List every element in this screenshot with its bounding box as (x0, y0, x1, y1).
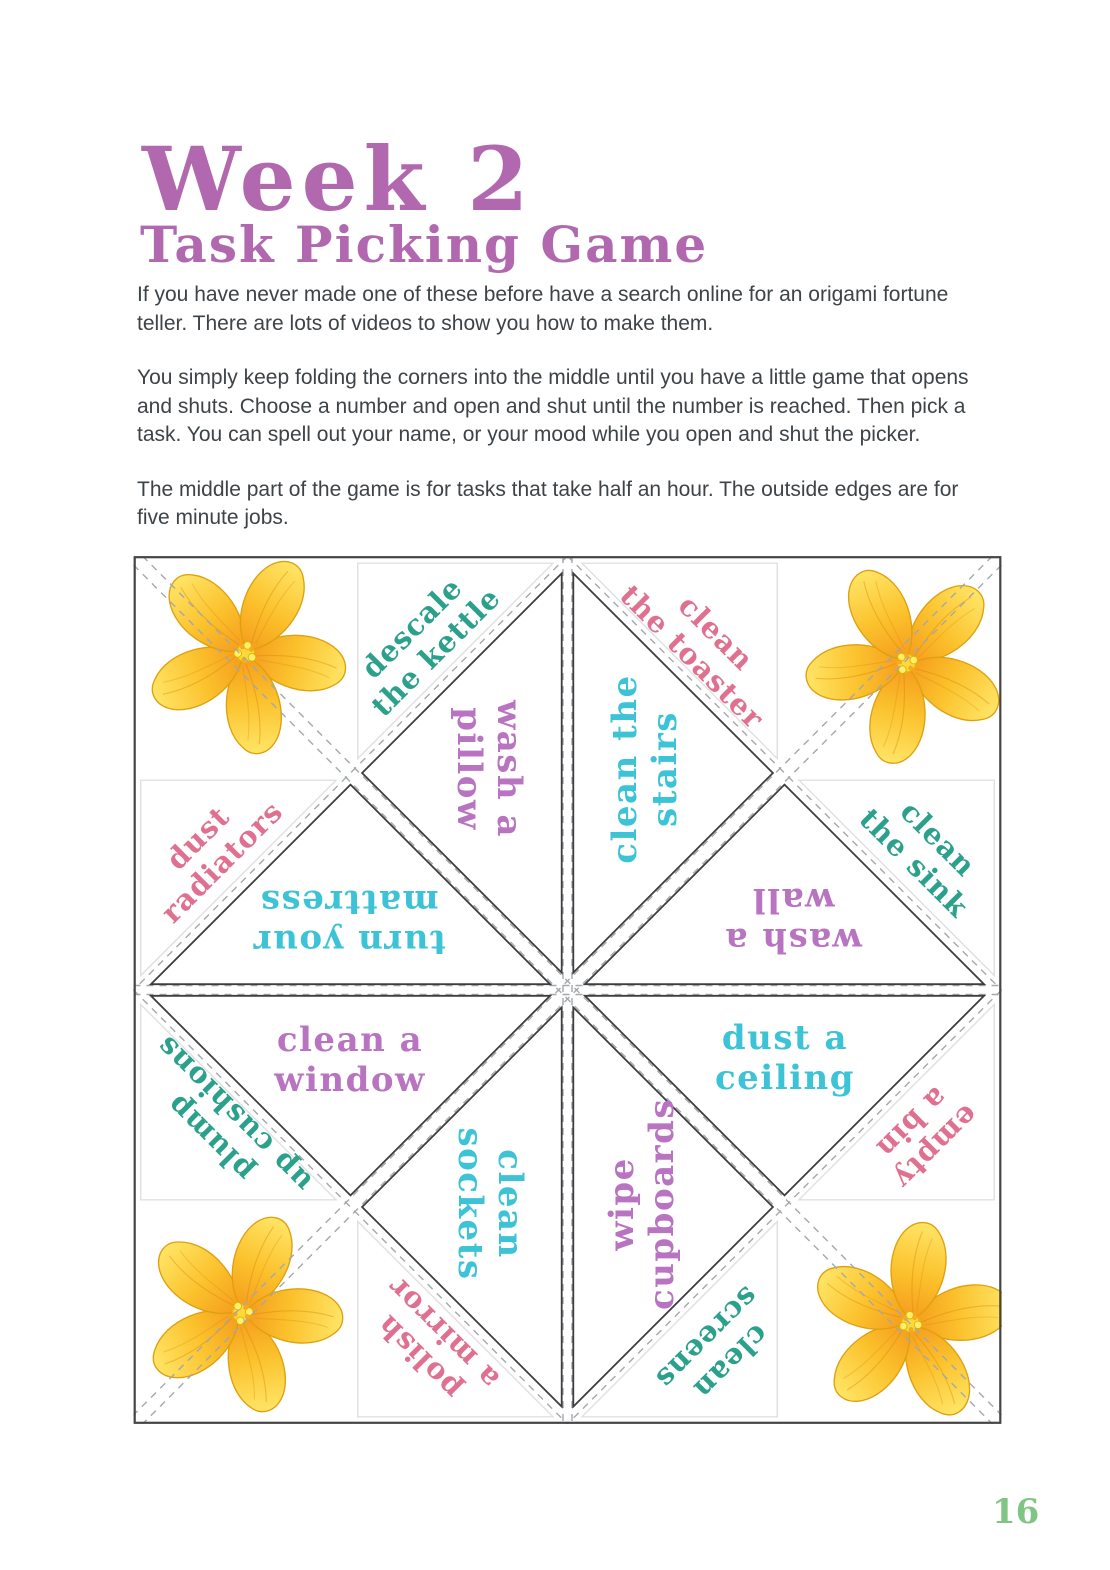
task-label-line: window (274, 1060, 426, 1100)
task-label-line: clean the (604, 674, 645, 864)
paragraph-1: If you have never made one of these befo… (137, 283, 949, 335)
task-label-line: pillow (449, 707, 489, 831)
task-label-line: sockets (450, 1127, 490, 1281)
task-label-line: wipe (601, 1157, 642, 1251)
intro-text: If you have never made one of these befo… (137, 281, 995, 559)
flower-bottom-left (133, 1195, 364, 1424)
flower-top-left (133, 556, 371, 779)
task-label-clean-a-window: clean a window (274, 1020, 426, 1100)
task-label-line: ceiling (714, 1058, 856, 1098)
task-label-wipe-cupboards: wipe cupboards (602, 1098, 682, 1310)
task-label-wash-a-pillow: wash a pillow (449, 700, 529, 838)
task-label-line: wash a (489, 699, 530, 839)
task-label-line: clean a (276, 1019, 424, 1060)
page-subtitle: Task Picking Game (140, 214, 709, 274)
page-title: Week 2 (142, 126, 535, 231)
fortune-teller-template-graphic (133, 556, 1002, 1424)
fortune-teller-diagram: wash a pillow clean the stairs turn your matt… (133, 556, 1002, 1424)
cut-guide-boxes (139, 562, 995, 1418)
paragraph-2: You simply keep folding the corners into… (137, 366, 969, 446)
task-label-line: clean (490, 1149, 531, 1259)
task-label-line: mattress (259, 882, 439, 922)
task-label-line: wall (751, 880, 835, 920)
task-label-dust-a-ceiling: dust a ceiling (715, 1018, 855, 1098)
task-label-clean-sockets: clean sockets (450, 1127, 530, 1280)
flower-bottom-right (801, 1208, 1002, 1424)
task-label-line: cupboards (642, 1097, 682, 1311)
task-label-wash-a-wall: wash a wall (724, 880, 862, 960)
task-label-line: wash a (723, 920, 863, 961)
task-label-line: dust a (721, 1017, 849, 1058)
task-label-clean-the-stairs: clean the stairs (605, 674, 685, 863)
template-border (133, 556, 1002, 1424)
page-number: 16 (992, 1492, 1040, 1532)
task-label-line: stairs (645, 711, 685, 827)
task-label-turn-your-mattress: turn your mattress (252, 882, 445, 962)
paragraph-3: The middle part of the game is for tasks… (137, 477, 959, 530)
fold-lines (133, 556, 1002, 1424)
inner-face-outlines (148, 571, 987, 1409)
task-label-line: turn your (252, 922, 446, 963)
